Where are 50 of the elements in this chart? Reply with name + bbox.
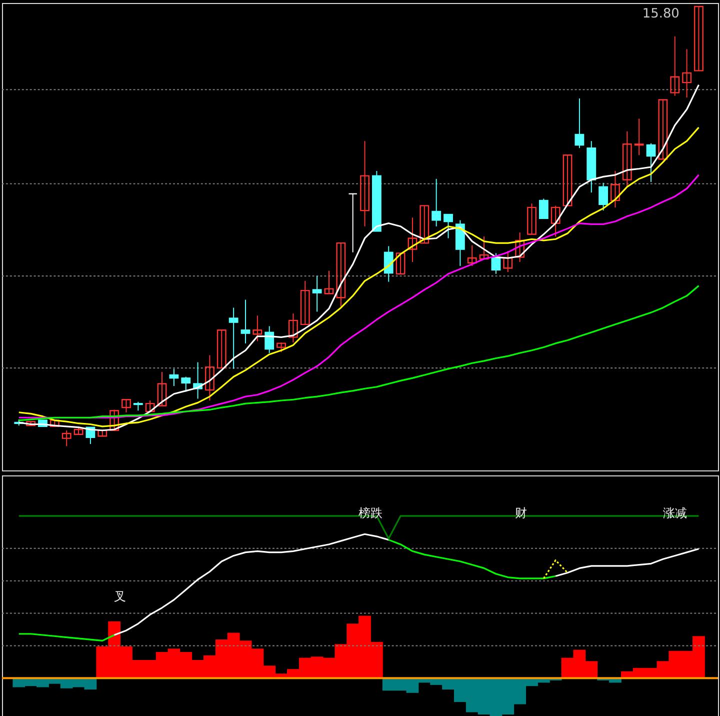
candlestick: [479, 236, 489, 260]
candlestick: [110, 409, 120, 431]
candlestick: [538, 198, 548, 220]
candlestick: [622, 130, 632, 188]
candlestick: [300, 280, 310, 326]
candlestick: [324, 270, 334, 294]
candlestick: [205, 354, 214, 401]
candlestick: [145, 400, 155, 412]
candlestick: [62, 430, 72, 447]
candlestick: [467, 244, 477, 266]
candlestick: [562, 154, 572, 206]
candlestick: [527, 203, 536, 235]
candlestick: [408, 217, 418, 262]
candlestick: [157, 371, 167, 406]
annotation: 榜跌: [358, 506, 383, 520]
candlestick: [658, 99, 668, 160]
candlestick: [276, 342, 286, 353]
annotation: 涨减: [663, 506, 688, 520]
candlestick: [122, 399, 131, 413]
annotation: 15.80: [642, 6, 680, 22]
candlestick: [216, 330, 226, 369]
candlestick: [634, 118, 644, 156]
candlestick: [610, 170, 620, 208]
candlestick: [550, 205, 560, 237]
candlestick: [348, 193, 358, 253]
candlestick: [384, 246, 394, 282]
candlestick: [682, 48, 692, 98]
candlestick: [336, 242, 346, 307]
candlestick: [515, 232, 525, 262]
candlestick: [670, 36, 680, 96]
annotation: 财: [515, 506, 528, 520]
candlestick: [396, 252, 406, 274]
candlestick: [264, 326, 274, 354]
candlestick: [432, 178, 442, 227]
candlestick: [598, 182, 608, 212]
candlestick: [574, 98, 584, 149]
annotation: 叉: [114, 590, 126, 604]
candlestick: [240, 299, 250, 344]
candlestick: [312, 276, 322, 312]
candlestick: [503, 250, 513, 273]
candlestick: [169, 368, 179, 386]
candlestick: [646, 142, 656, 182]
candlestick: [694, 6, 704, 72]
candlestick: [444, 214, 453, 239]
candlestick: [252, 315, 262, 342]
candlestick: [228, 307, 238, 370]
candlestick: [288, 312, 298, 343]
candlestick: [360, 140, 370, 227]
candlestick: [420, 205, 430, 244]
candlestick: [181, 376, 191, 392]
